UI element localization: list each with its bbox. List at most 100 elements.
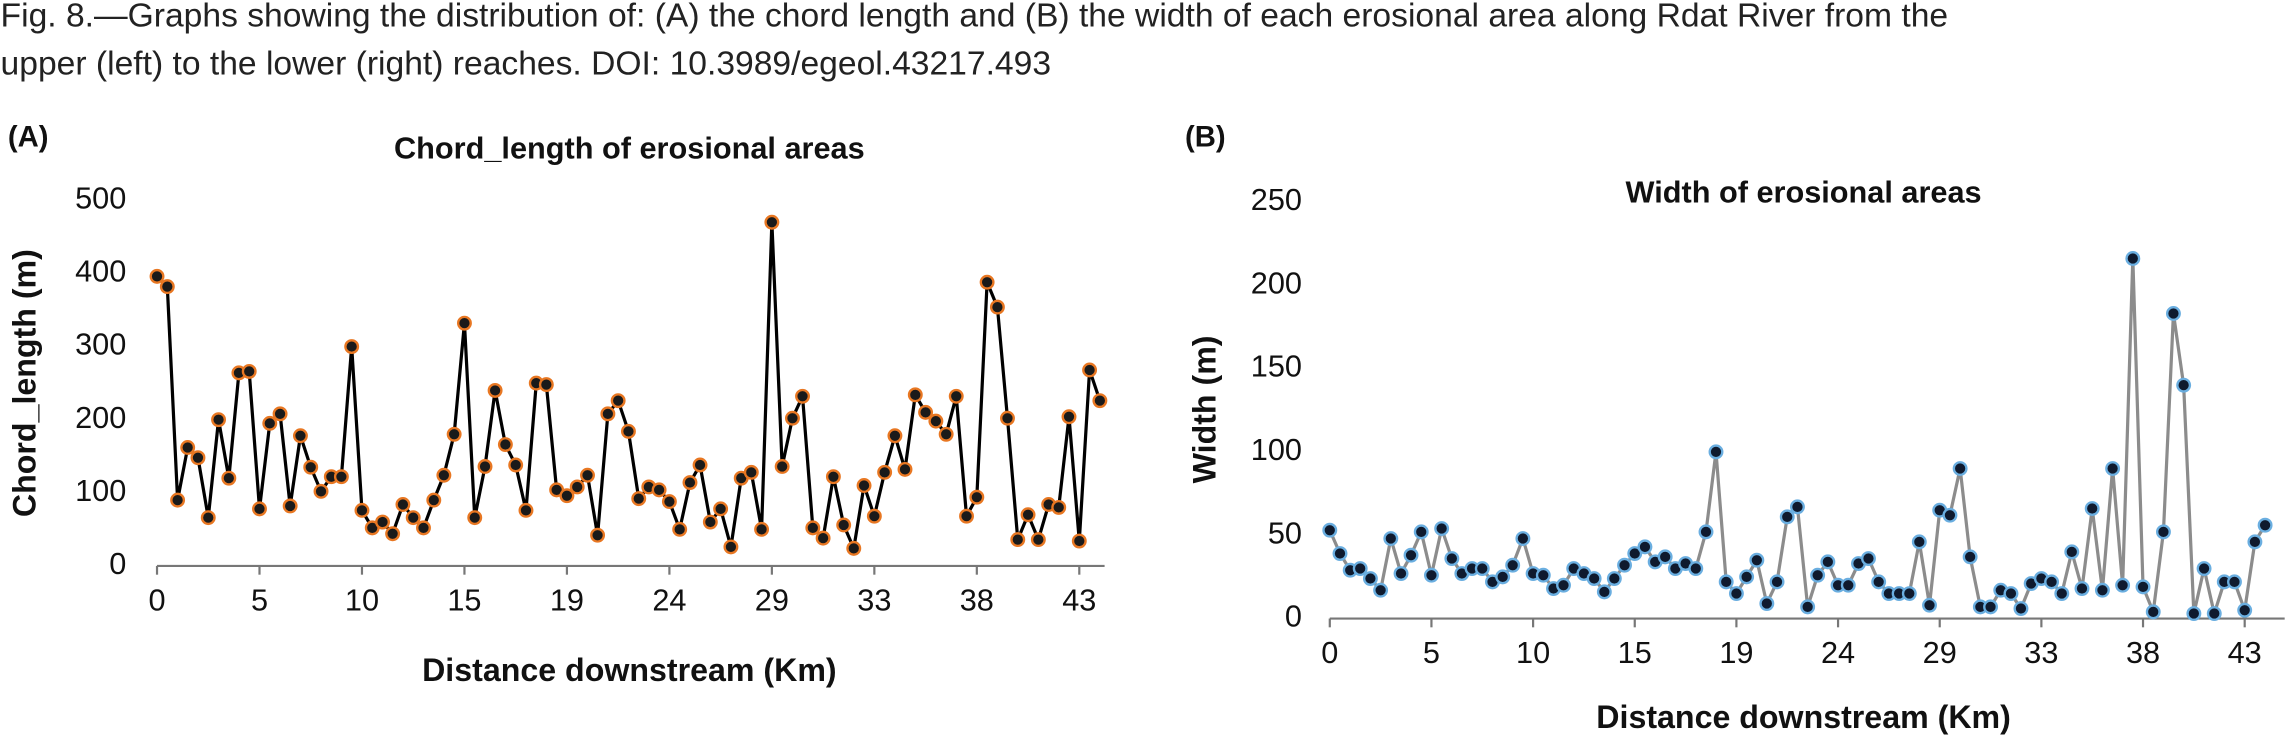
data-point	[1759, 596, 1775, 612]
data-point	[651, 482, 667, 498]
data-point	[456, 315, 472, 331]
data-point	[405, 510, 421, 526]
data-point	[1020, 507, 1036, 523]
data-point	[1718, 574, 1734, 590]
data-point	[2186, 606, 2202, 622]
data-point	[1871, 574, 1887, 590]
data-point	[610, 393, 626, 409]
data-point	[1901, 586, 1917, 602]
data-point	[774, 459, 790, 474]
data-point	[1505, 557, 1521, 573]
y-tick-label: 50	[1268, 515, 1302, 550]
data-point	[518, 502, 534, 518]
data-point	[928, 413, 944, 429]
data-point	[1082, 362, 1098, 378]
data-point	[354, 502, 370, 518]
y-tick-label: 100	[75, 473, 126, 508]
data-point	[559, 488, 575, 504]
data-point	[1739, 569, 1755, 585]
x-tick-label: 0	[1321, 635, 1338, 670]
x-tick-label: 5	[1423, 635, 1440, 670]
data-point	[846, 540, 862, 556]
x-axis-label: Distance downstream (Km)	[1596, 699, 2011, 735]
data-point	[344, 339, 360, 355]
data-point	[569, 479, 585, 495]
x-tick-label: 19	[550, 583, 584, 618]
data-line	[1328, 258, 2267, 620]
y-axis-label: Width (m)	[1186, 335, 1222, 483]
data-point	[282, 498, 298, 514]
data-point	[1515, 531, 1531, 546]
data-point	[661, 494, 677, 510]
data-point	[815, 530, 831, 546]
data-point	[1861, 551, 1876, 566]
data-point	[1627, 546, 1643, 561]
data-point	[497, 437, 513, 452]
data-point	[395, 497, 411, 512]
panel-label: (A)	[8, 122, 49, 154]
data-point	[1586, 571, 1602, 587]
data-point	[1444, 551, 1460, 566]
data-point	[877, 464, 893, 480]
data-point	[590, 527, 606, 543]
panel-label: (B)	[1185, 122, 1226, 154]
y-tick-label: 100	[1251, 432, 1302, 467]
y-axis-label: Chord_length (m)	[6, 249, 42, 517]
data-point	[897, 461, 913, 477]
data-point	[1596, 584, 1612, 600]
x-tick-label: 15	[447, 583, 481, 618]
data-point	[1383, 531, 1399, 546]
data-point	[1061, 409, 1077, 425]
x-tick-label: 15	[1618, 635, 1652, 670]
data-point	[600, 406, 616, 422]
data-point	[1749, 552, 1765, 568]
data-point	[252, 501, 267, 517]
data-point	[959, 508, 974, 524]
data-point	[1911, 534, 1927, 550]
caption-line: upper (left) to the lower (right) reache…	[1, 46, 1051, 83]
data-point	[1403, 547, 1419, 563]
data-point	[2155, 524, 2171, 540]
data-point	[1637, 539, 1653, 555]
data-point	[303, 459, 319, 475]
y-tick-label: 300	[75, 327, 126, 362]
data-point	[2084, 501, 2100, 516]
data-point	[938, 426, 954, 442]
data-point	[2257, 517, 2273, 533]
data-point	[200, 510, 216, 526]
data-point	[1393, 566, 1409, 582]
data-point	[825, 469, 841, 485]
data-point	[211, 412, 227, 428]
data-point	[2227, 574, 2242, 590]
data-point	[631, 491, 647, 507]
x-tick-label: 10	[345, 583, 379, 618]
data-point	[1983, 599, 1999, 615]
data-point	[180, 440, 196, 455]
x-tick-label: 5	[251, 583, 268, 618]
x-tick-label: 29	[1923, 635, 1957, 670]
data-point	[1434, 521, 1450, 536]
data-point	[221, 470, 237, 486]
y-tick-label: 250	[1251, 182, 1302, 217]
data-point	[1657, 549, 1673, 565]
data-point	[1606, 571, 1622, 587]
data-point	[467, 510, 483, 526]
y-tick-label: 500	[75, 180, 126, 215]
x-tick-label: 43	[1062, 583, 1096, 618]
data-point	[580, 467, 595, 483]
data-point	[436, 467, 452, 483]
data-point	[1535, 567, 1551, 583]
x-tick-label: 38	[2126, 635, 2160, 670]
data-point	[416, 520, 431, 536]
data-point	[2054, 586, 2070, 602]
data-point	[948, 388, 964, 404]
data-point	[1332, 546, 1348, 561]
data-point	[692, 457, 708, 473]
caption-line: Fig. 8.—Graphs showing the distribution …	[1, 0, 1949, 34]
data-point	[2196, 561, 2212, 577]
data-point	[918, 404, 934, 420]
data-point	[477, 459, 493, 474]
data-point	[426, 492, 442, 508]
chart-title: Chord_length of erosional areas	[394, 131, 865, 166]
data-point	[375, 514, 391, 530]
